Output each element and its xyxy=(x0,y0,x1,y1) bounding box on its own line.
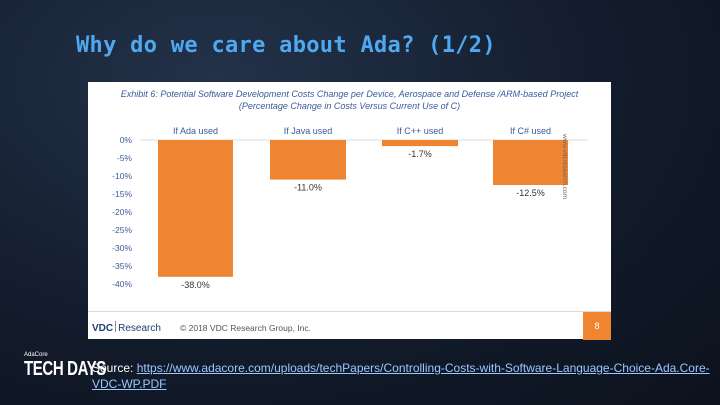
y-tick-label: -20% xyxy=(112,207,132,217)
source-label: Source: xyxy=(92,361,137,375)
bar-if-java-used xyxy=(270,140,346,180)
category-label: If Ada used xyxy=(173,126,218,136)
y-tick-label: -25% xyxy=(112,225,132,235)
vdc-logo-rest: Research xyxy=(118,323,161,334)
category-label: If C# used xyxy=(510,126,551,136)
bar-chart: 0% -5% -10% -15% -20% -25% -30% -35% -40% If Ada … xyxy=(112,126,588,290)
data-label: -1.7% xyxy=(408,149,432,159)
y-tick-label: 0% xyxy=(120,135,133,145)
y-tick-label: -40% xyxy=(112,279,132,289)
y-tick-label: -10% xyxy=(112,171,132,181)
exhibit-page-number: 8 xyxy=(583,312,611,340)
vdc-logo: VDC Research xyxy=(92,321,161,334)
source-link[interactable]: https://www.adacore.com/uploads/techPape… xyxy=(92,361,710,391)
brand-small: AdaCore xyxy=(24,352,48,358)
category-label: If C++ used xyxy=(397,126,444,136)
data-label: -38.0% xyxy=(181,280,210,290)
exhibit-footer: VDC Research © 2018 VDC Research Group, I… xyxy=(88,311,611,340)
brand-big: TECH DAYS xyxy=(24,358,106,380)
vdc-logo-bold: VDC xyxy=(92,323,114,334)
category-label: If Java used xyxy=(284,126,333,136)
bar-if-c-used xyxy=(493,140,568,185)
tech-days-logo: AdaCore TECH DAYS xyxy=(24,352,133,380)
slide-title: Why do we care about Ada? (1/2) xyxy=(76,33,496,58)
exhibit-title: Exhibit 6: Potential Software Developmen… xyxy=(88,88,611,112)
data-label: -12.5% xyxy=(516,188,545,198)
watermark: www.vdcresearch.com xyxy=(561,134,568,200)
y-tick-label: -35% xyxy=(112,261,132,271)
bar-if-c-used xyxy=(382,140,458,147)
bar-if-ada-used xyxy=(158,140,233,277)
exhibit-title-line2: (Percentage Change in Costs Versus Curre… xyxy=(238,101,461,111)
y-tick-label: -5% xyxy=(117,153,133,163)
copyright: © 2018 VDC Research Group, Inc. xyxy=(180,323,311,333)
y-tick-label: -30% xyxy=(112,243,132,253)
y-tick-label: -15% xyxy=(112,189,132,199)
exhibit-image: Exhibit 6: Potential Software Developmen… xyxy=(88,82,611,340)
source-citation: Source: https://www.adacore.com/uploads/… xyxy=(92,360,712,392)
exhibit-title-line1: Exhibit 6: Potential Software Developmen… xyxy=(120,89,579,99)
data-label: -11.0% xyxy=(294,183,322,193)
